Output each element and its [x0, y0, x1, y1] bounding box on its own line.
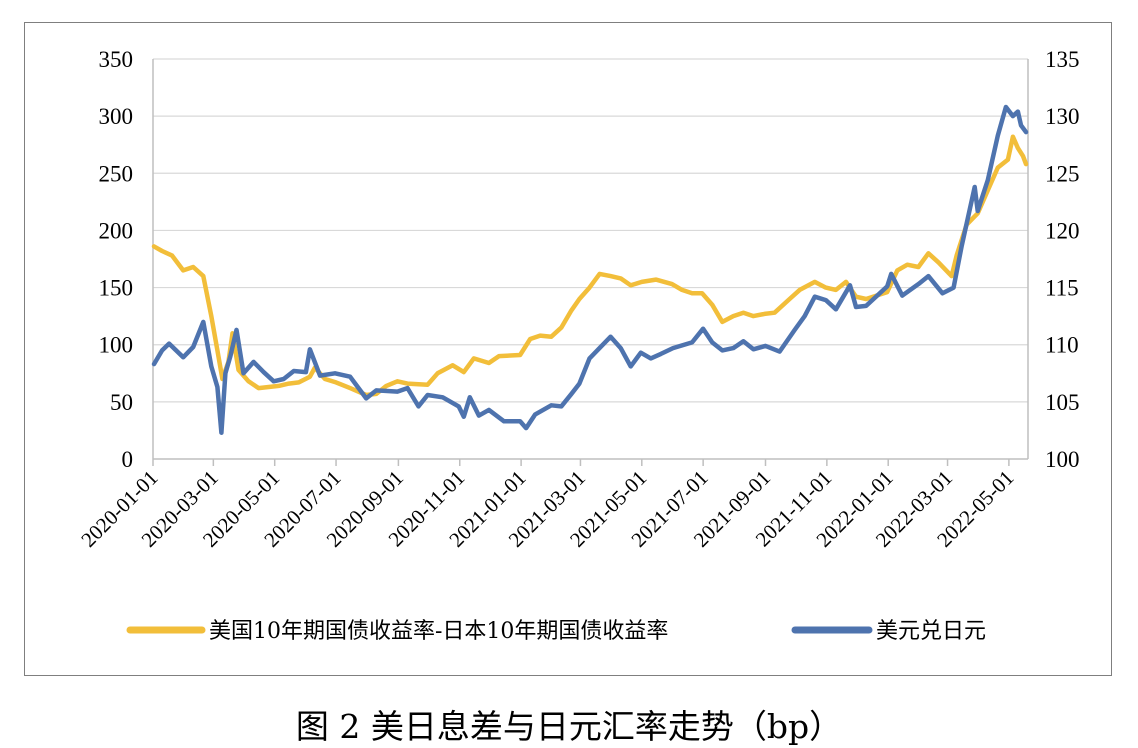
- axes: [152, 59, 1029, 466]
- right-tick-label: 110: [1045, 333, 1079, 358]
- left-tick-label: 250: [99, 161, 134, 186]
- series-lines: [151, 104, 1029, 435]
- right-tick-label: 130: [1045, 104, 1080, 129]
- right-tick-label: 115: [1045, 276, 1079, 301]
- left-tick-label: 300: [99, 104, 134, 129]
- figure-caption: 图 2 美日息差与日元汇率走势（bp）: [295, 707, 843, 746]
- right-tick-label: 135: [1045, 47, 1080, 72]
- chart-frame: 0 50 100 150 200 250 300 350 100 105 110 115 120 125 1…: [24, 22, 1112, 676]
- legend-label-spread: 美国10年期国债收益率-日本10年期国债收益率: [209, 619, 668, 644]
- right-tick-label: 125: [1045, 161, 1080, 186]
- chart-svg: 0 50 100 150 200 250 300 350 100 105 110 115 120 125 1…: [76, 47, 1080, 644]
- left-tick-label: 50: [110, 390, 133, 415]
- series-line-usdjpy: [151, 104, 1029, 435]
- series-line-spread: [151, 134, 1029, 398]
- right-tick-label: 105: [1045, 390, 1080, 415]
- legend: 美国10年期国债收益率-日本10年期国债收益率 美元兑日元: [126, 619, 986, 644]
- gridlines: [153, 58, 1028, 403]
- left-tick-label: 200: [99, 218, 134, 243]
- right-tick-label: 120: [1045, 218, 1080, 243]
- left-tick-label: 350: [99, 47, 134, 72]
- left-tick-label: 150: [99, 276, 134, 301]
- left-tick-label: 0: [122, 447, 134, 472]
- legend-label-usdjpy: 美元兑日元: [876, 619, 986, 644]
- right-tick-label: 100: [1045, 447, 1080, 472]
- left-tick-label: 100: [99, 333, 134, 358]
